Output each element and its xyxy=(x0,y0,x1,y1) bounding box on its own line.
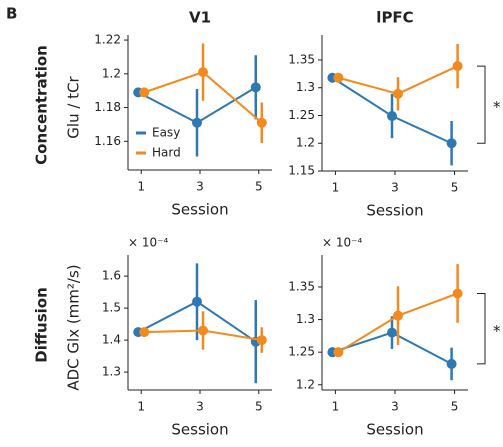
point xyxy=(192,117,202,128)
point xyxy=(393,88,403,99)
y-tick-label: 1.35 xyxy=(288,52,315,66)
x-tick-label: 1 xyxy=(137,180,145,194)
y-tick-label: 1.3 xyxy=(296,312,315,326)
x-tick-label: 1 xyxy=(137,400,145,414)
y-tick-label: 1.6 xyxy=(102,269,121,283)
row-title: Diffusion xyxy=(33,287,51,362)
x-axis-label: Session xyxy=(171,201,228,219)
significance-marker: * xyxy=(493,98,501,116)
legend-label: Hard xyxy=(152,146,181,160)
point xyxy=(256,335,267,346)
y-axis-label: ADC Glx (mm²/s) xyxy=(65,264,83,390)
x-tick-label: 3 xyxy=(391,181,399,195)
x-tick-label: 5 xyxy=(255,180,263,194)
y-tick-label: 1.4 xyxy=(102,333,121,347)
x-tick-label: 5 xyxy=(451,400,459,414)
x-tick-label: 3 xyxy=(391,400,399,414)
y-tick-label: 1.18 xyxy=(94,100,121,114)
x-axis-label: Session xyxy=(366,202,423,220)
significance-marker: * xyxy=(493,322,501,340)
significance-bracket xyxy=(477,292,486,365)
y-scale-label: × 10⁻⁴ xyxy=(128,236,168,250)
y-tick-label: 1.2 xyxy=(296,136,315,150)
y-tick-label: 1.35 xyxy=(288,279,315,293)
point xyxy=(446,138,457,149)
point xyxy=(192,296,202,307)
point xyxy=(452,288,463,299)
point xyxy=(333,72,344,83)
y-tick-label: 1.16 xyxy=(94,134,121,148)
significance-bracket xyxy=(477,65,486,144)
x-tick-label: 3 xyxy=(196,180,204,194)
x-tick-label: 5 xyxy=(451,181,459,195)
x-tick-label: 1 xyxy=(332,400,340,414)
x-tick-label: 3 xyxy=(196,400,204,414)
y-tick-label: 1.3 xyxy=(102,365,121,379)
point xyxy=(446,358,457,369)
point xyxy=(198,325,208,336)
point xyxy=(387,111,397,122)
point xyxy=(393,310,403,321)
x-axis-label: Session xyxy=(171,421,228,439)
point xyxy=(387,327,397,338)
point xyxy=(256,117,267,128)
panel-label: B xyxy=(6,5,17,23)
y-tick-label: 1.22 xyxy=(94,33,121,47)
legend-label: Easy xyxy=(152,126,180,140)
x-tick-label: 1 xyxy=(332,181,340,195)
y-tick-label: 1.5 xyxy=(102,301,121,315)
point xyxy=(452,61,463,72)
y-tick-label: 1.15 xyxy=(288,164,315,178)
y-axis-label: Glu / tCr xyxy=(65,75,83,138)
point xyxy=(250,82,261,93)
y-tick-label: 1.25 xyxy=(288,345,315,359)
y-tick-label: 1.2 xyxy=(296,377,315,391)
y-scale-label: × 10⁻⁴ xyxy=(322,236,362,250)
x-axis-label: Session xyxy=(366,421,423,439)
point xyxy=(139,327,150,338)
point xyxy=(198,67,208,78)
row-title: Concentration xyxy=(33,45,51,165)
y-tick-label: 1.2 xyxy=(102,66,121,80)
x-tick-label: 5 xyxy=(255,400,263,414)
point xyxy=(139,87,150,98)
y-tick-label: 1.25 xyxy=(288,108,315,122)
point xyxy=(333,347,344,358)
column-title: lPFC xyxy=(376,9,413,27)
column-title: V1 xyxy=(189,9,211,27)
y-tick-label: 1.3 xyxy=(296,80,315,94)
